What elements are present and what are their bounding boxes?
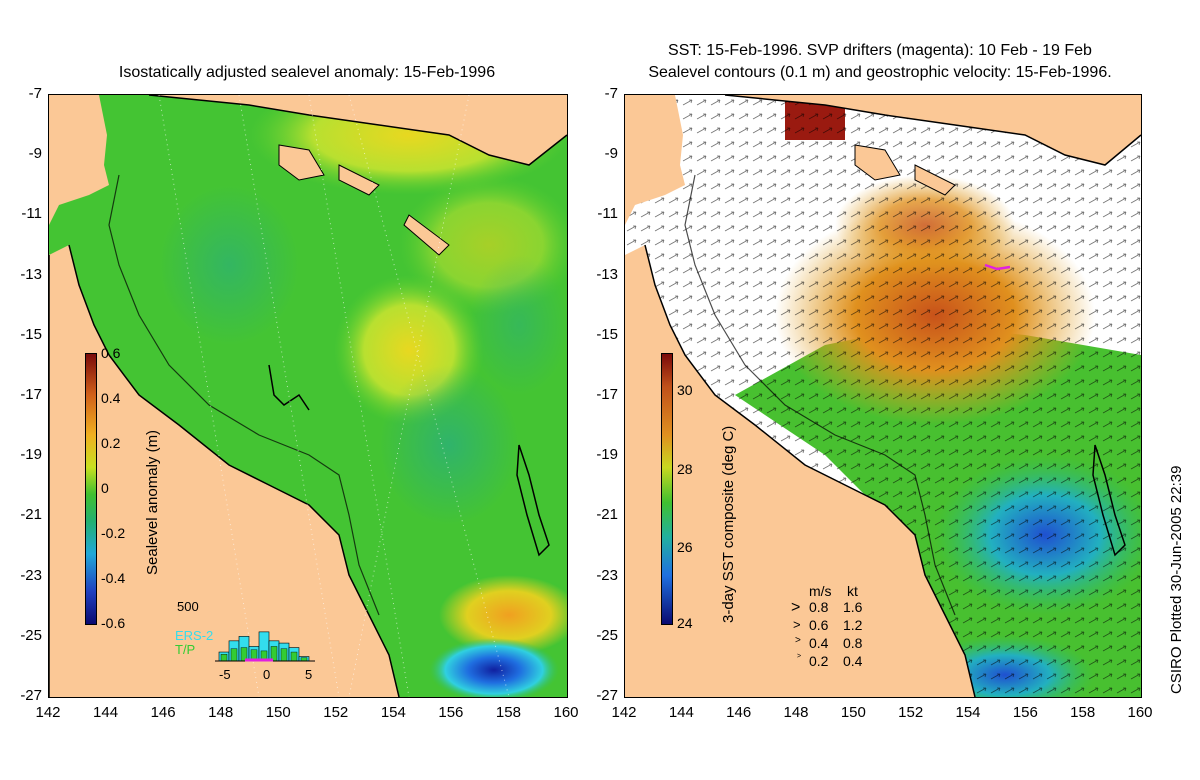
left-x-tick: 150 — [265, 704, 291, 721]
left-y-tick: -13 — [20, 265, 42, 283]
histogram-bar-tp — [230, 648, 238, 662]
left-y-tick: -17 — [20, 386, 42, 403]
right-x-tick: 146 — [726, 704, 752, 721]
histogram-bar-tp — [220, 654, 228, 662]
left-y-tick: -11 — [21, 205, 42, 223]
left-y-tick: -21 — [20, 506, 42, 524]
velocity-key-kt: 1.6 — [843, 599, 863, 615]
plot-credit: CSIRO Plotted 30-Jun-2005 22:39 — [1168, 465, 1185, 694]
left-x-tick: 142 — [35, 704, 61, 721]
histogram-bar-tp — [300, 657, 308, 662]
right-x-tick: 154 — [955, 704, 981, 721]
velocity-key-kt: 0.4 — [843, 653, 863, 669]
sst-colorbar-tick: 30 — [677, 382, 693, 398]
right-x-tick: 156 — [1012, 704, 1038, 721]
right-x-tick: 150 — [840, 704, 866, 721]
right-x-tick: 148 — [783, 704, 809, 721]
sealevel-colorbar-tick: -0.6 — [101, 615, 126, 631]
right-y-tick: -25 — [596, 626, 618, 644]
left-x-tick: 158 — [495, 704, 521, 721]
right-x-tick: 160 — [1127, 704, 1153, 721]
left-y-tick: -19 — [20, 446, 42, 464]
sst-colorbar-tick: 24 — [677, 615, 693, 631]
left-x-tick: 156 — [438, 704, 464, 721]
left-x-tick: 148 — [208, 704, 234, 721]
right-y-tick: -13 — [596, 265, 618, 283]
left-y-tick: -15 — [20, 325, 42, 343]
left-x-tick: 160 — [553, 704, 579, 721]
sst-colorbar-tick: 26 — [677, 539, 693, 555]
histogram-legend-tp: T/P — [175, 642, 196, 657]
histogram-bar-tp — [280, 648, 288, 662]
velocity-key-arrow-icon: > — [793, 617, 801, 632]
sst-colorbar-label: 3-day SST composite (deg C) — [720, 425, 737, 623]
sealevel-colorbar-label: Sealevel anomaly (m) — [144, 429, 161, 575]
sealevel-colorbar-tick: 0 — [101, 480, 109, 496]
right-map-title-line2: Sealevel contours (0.1 m) and geostrophi… — [648, 64, 1112, 81]
right-x-tick: 144 — [668, 704, 694, 721]
velocity-key-arrow-icon: > — [791, 599, 801, 616]
sealevel-colorbar — [85, 353, 97, 625]
sst-colorbar — [661, 353, 673, 625]
sealevel-anomaly-map: 0.6 0.4 0.2 0 -0.2 -0.4 -0.6 Sealevel an… — [48, 94, 568, 698]
left-y-tick: -7 — [28, 85, 42, 102]
velocity-key-header-kt: kt — [847, 583, 858, 599]
left-y-tick: -25 — [20, 626, 42, 644]
sealevel-colorbar-tick: -0.2 — [101, 525, 126, 541]
sst-colorbar-tick: 28 — [677, 461, 693, 477]
histogram-x-tick: 5 — [305, 667, 313, 682]
velocity-key-kt: 0.8 — [843, 635, 863, 651]
left-y-tick: -23 — [20, 566, 42, 584]
sst-map-graphic — [625, 95, 1141, 697]
velocity-key-ms: 0.6 — [809, 617, 829, 633]
right-y-tick: -7 — [604, 85, 618, 102]
sst-velocity-map: 30 28 26 24 3-day SST composite (deg C) … — [624, 94, 1142, 698]
velocity-key-arrow-icon: > — [797, 653, 802, 660]
histogram-bar-tp — [290, 651, 298, 662]
sealevel-colorbar-tick: -0.4 — [101, 570, 126, 586]
velocity-key-ms: 0.8 — [809, 599, 829, 615]
right-y-tick: -19 — [596, 446, 618, 464]
left-y-tick: -27 — [20, 687, 42, 704]
left-x-tick: 154 — [380, 704, 406, 721]
right-y-tick: -27 — [596, 687, 618, 704]
right-x-tick: 158 — [1070, 704, 1096, 721]
right-map-title-line1: SST: 15-Feb-1996. SVP drifters (magenta)… — [668, 42, 1092, 59]
velocity-key-header-ms: m/s — [809, 583, 832, 599]
histogram-legend-ers2: ERS-2 — [175, 628, 214, 643]
right-y-tick: -21 — [596, 506, 618, 524]
sealevel-colorbar-tick: 0.2 — [101, 435, 121, 451]
histogram-inset — [215, 631, 315, 662]
right-x-tick: 152 — [898, 704, 924, 721]
left-x-tick: 146 — [150, 704, 176, 721]
right-y-tick: -17 — [596, 386, 618, 403]
velocity-key-kt: 1.2 — [843, 617, 863, 633]
left-map-title: Isostatically adjusted sealevel anomaly:… — [118, 64, 496, 81]
right-x-tick: 142 — [611, 704, 637, 721]
sealevel-map-graphic — [49, 95, 567, 697]
right-y-tick: -11 — [597, 205, 618, 223]
left-x-tick: 152 — [323, 704, 349, 721]
right-y-tick: -15 — [596, 325, 618, 343]
right-y-tick: -23 — [596, 566, 618, 584]
left-x-tick: 144 — [93, 704, 119, 721]
histogram-x-tick: 0 — [263, 667, 271, 682]
histogram-x-tick: -5 — [219, 667, 231, 682]
velocity-key-arrow-icon: > — [795, 635, 801, 646]
right-y-tick: -9 — [604, 145, 618, 163]
sealevel-colorbar-tick: 0.4 — [101, 390, 121, 406]
velocity-key-ms: 0.2 — [809, 653, 829, 669]
left-y-tick: -9 — [28, 145, 42, 163]
histogram-y-max: 500 — [177, 599, 199, 614]
sealevel-colorbar-tick: 0.6 — [101, 345, 121, 361]
velocity-key-ms: 0.4 — [809, 635, 829, 651]
